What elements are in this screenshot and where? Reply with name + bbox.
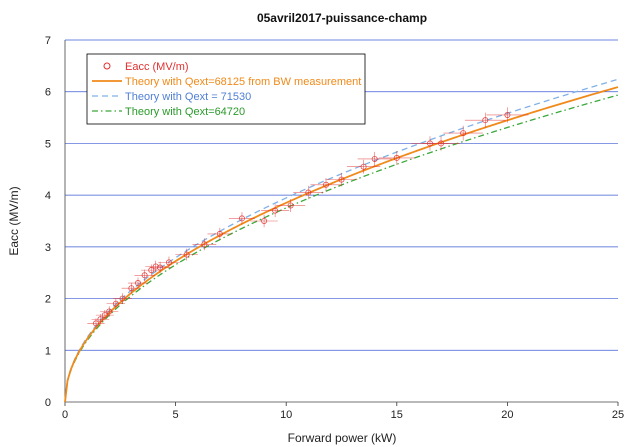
data-point	[323, 181, 330, 188]
data-point	[183, 251, 190, 258]
data-point	[338, 176, 345, 183]
axes-layer: 0 1 2 3 4 5 6 7 0 5 10 15 20 25	[45, 35, 624, 421]
points-layer	[87, 107, 529, 329]
data-point	[165, 259, 172, 266]
data-point	[152, 263, 159, 270]
y-tick-label: 1	[45, 345, 51, 357]
data-point	[238, 215, 245, 222]
data-point	[482, 117, 489, 124]
legend: Eacc (MV/m) Theory with Qext=68125 from …	[86, 53, 366, 125]
data-point	[157, 264, 164, 271]
legend-box	[86, 53, 366, 125]
y-tick-label: 2	[45, 294, 51, 306]
x-tick-label: 20	[501, 409, 513, 421]
data-point	[393, 154, 400, 161]
data-point	[371, 155, 378, 162]
y-axis-title: Eacc (MV/m)	[7, 186, 21, 255]
y-tick-label: 0	[45, 397, 51, 409]
data-point	[261, 217, 268, 224]
data-point	[112, 300, 119, 307]
data-point	[272, 207, 279, 214]
data-point	[119, 295, 126, 302]
data-point	[92, 320, 99, 327]
legend-label-theory-68125: Theory with Qext=68125 from BW measureme…	[125, 76, 361, 88]
data-point	[287, 202, 294, 209]
legend-label-theory-64720: Theory with Qext=64720	[125, 106, 245, 118]
data-point	[216, 230, 223, 237]
y-tick-label: 4	[45, 190, 51, 202]
y-tick-label: 5	[45, 138, 51, 150]
legend-label-measurements: Eacc (MV/m)	[125, 61, 189, 73]
data-point	[460, 130, 467, 137]
data-point	[106, 308, 113, 315]
data-point	[201, 241, 208, 248]
data-point	[134, 280, 141, 287]
y-tick-label: 3	[45, 242, 51, 254]
x-tick-label: 0	[62, 409, 68, 421]
data-point	[97, 316, 104, 323]
x-tick-label: 15	[391, 409, 403, 421]
data-point	[128, 285, 135, 292]
legend-label-theory-71530: Theory with Qext = 71530	[125, 91, 251, 103]
legend-marker-measurements	[103, 62, 111, 70]
data-point	[360, 163, 367, 170]
data-point	[305, 189, 312, 196]
x-tick-label: 10	[280, 409, 292, 421]
x-tick-label: 25	[612, 409, 624, 421]
y-tick-label: 7	[45, 35, 51, 47]
data-point	[141, 272, 148, 279]
x-axis-title: Forward power (kW)	[288, 431, 397, 445]
data-point	[504, 111, 511, 118]
y-tick-label: 6	[45, 87, 51, 99]
x-tick-label: 5	[173, 409, 179, 421]
data-point	[438, 140, 445, 147]
data-point	[101, 312, 108, 319]
chart-title: 05avril2017-puissance-champ	[257, 11, 427, 25]
